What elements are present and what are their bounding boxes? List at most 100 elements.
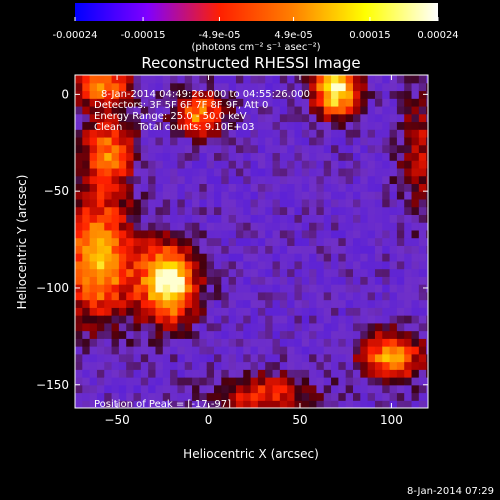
heatmap-cell [360,330,369,339]
heatmap-cell [389,121,398,130]
heatmap-cell [155,152,164,161]
heatmap-cell [353,175,361,185]
heatmap-cell [272,214,281,223]
heatmap-cell [75,214,83,223]
heatmap-cell [250,129,259,138]
heatmap-cell [396,121,405,130]
heatmap-cell [214,229,222,239]
heatmap-cell [148,222,157,231]
heatmap-cell [140,113,149,123]
heatmap-cell [162,260,171,270]
heatmap-cell [148,245,157,254]
heatmap-cell [89,222,98,231]
heatmap-cell [104,214,113,223]
heatmap-cell [104,276,113,285]
heatmap-cell [382,144,391,154]
heatmap-cell [192,206,200,215]
heatmap-cell [301,129,310,138]
heatmap-cell [118,98,127,107]
heatmap-cell [250,338,259,347]
annotation-clean-counts: Clean Total counts: 9.10E+03 [94,122,254,133]
heatmap-cell [353,322,361,332]
heatmap-cell [235,322,244,332]
heatmap-cell [316,214,325,223]
y-axis-label: Heliocentric Y (arcsec) [15,175,29,310]
heatmap-cell [206,245,215,254]
heatmap-cell [162,198,171,208]
heatmap-cell [411,353,420,363]
heatmap-cell [214,330,222,339]
heatmap-cell [155,113,164,123]
heatmap-cell [404,129,413,138]
heatmap-cell [338,82,347,92]
heatmap-cell [418,105,427,115]
heatmap-cell [279,268,288,277]
heatmap-cell [104,291,113,301]
heatmap-cell [418,338,427,347]
heatmap-cell [82,82,91,92]
heatmap-cell [353,160,361,169]
heatmap-cell [331,90,339,99]
heatmap-cell [316,237,325,246]
heatmap-cell [250,291,259,301]
heatmap-cell [235,260,244,270]
heatmap-cell [228,167,237,177]
heatmap-cell [360,98,369,107]
heatmap-cell [206,361,215,370]
heatmap-cell [257,245,266,254]
heatmap-cell [148,98,157,107]
heatmap-cell [382,369,391,378]
heatmap-cell [140,222,149,231]
heatmap-cell [404,214,413,223]
heatmap-cell [162,307,171,316]
heatmap-cell [411,307,420,316]
heatmap-cell [89,152,98,161]
heatmap-cell [404,245,413,254]
heatmap-cell [345,384,354,394]
heatmap-cell [411,369,420,378]
heatmap-cell [177,167,186,177]
heatmap-cell [89,361,98,370]
heatmap-cell [199,191,208,200]
heatmap-cell [228,268,237,277]
heatmap-cell [118,322,127,332]
heatmap-cell [148,144,157,154]
heatmap-cell [382,268,391,277]
heatmap-cell [140,346,149,355]
heatmap-cell [279,284,288,293]
heatmap-cell [316,253,325,262]
heatmap-cell [75,268,83,277]
heatmap-cell [265,152,274,161]
heatmap-cell [367,152,376,161]
heatmap-cell [294,400,303,408]
heatmap-cell [360,268,369,277]
heatmap-cell [104,369,113,378]
heatmap-cell [360,121,369,130]
heatmap-cell [111,353,120,363]
heatmap-cell [360,144,369,154]
heatmap-cell [374,377,383,386]
heatmap-cell [206,98,215,107]
heatmap-cell [96,160,105,169]
heatmap-cell [272,322,281,332]
heatmap-cell [331,113,339,123]
heatmap-cell [111,253,120,262]
heatmap-cell [96,299,105,308]
heatmap-cell [309,105,318,115]
heatmap-cell [279,98,288,107]
heatmap-cell [96,369,105,378]
heatmap-cell [301,121,310,130]
heatmap-cell [367,384,376,394]
heatmap-cell [118,82,127,92]
heatmap-cell [75,206,83,215]
heatmap-cell [287,136,296,146]
heatmap-cell [82,90,91,99]
heatmap-cell [199,346,208,355]
heatmap-cell [192,160,200,169]
heatmap-cell [287,160,296,169]
heatmap-cell [111,315,120,324]
heatmap-cell [367,377,376,386]
heatmap-cell [155,82,164,92]
heatmap-cell [235,90,244,99]
heatmap-cell [250,152,259,161]
